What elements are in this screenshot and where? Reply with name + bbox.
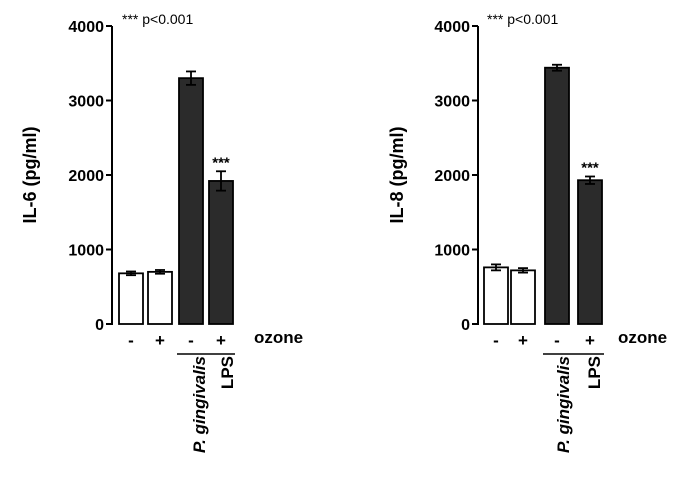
y-tick-label: 4000 <box>434 19 470 36</box>
group-label-lps: LPS <box>585 356 604 389</box>
y-tick-label: 3000 <box>434 94 470 111</box>
x-tick-label: + <box>585 331 595 350</box>
y-axis-label: IL-6 (pg/ml) <box>20 127 40 224</box>
significance-stars: *** <box>212 154 230 171</box>
y-tick-label: 3000 <box>68 94 104 111</box>
group-label-pgingivalis: P. gingivalis <box>554 356 573 453</box>
bar <box>147 270 173 325</box>
y-tick-label: 4000 <box>68 19 104 36</box>
x-tick-label: - <box>554 331 560 350</box>
y-tick-label: 2000 <box>434 168 470 185</box>
error-bar <box>552 63 562 72</box>
error-bar <box>585 175 595 185</box>
il6-panel: 0 1000 2000 3000 4000 IL-6 (pg/ml) *** p<0.001… <box>20 11 303 453</box>
significance-note: *** p<0.001 <box>122 11 193 27</box>
x-tick-label: + <box>518 331 528 350</box>
error-bar <box>126 270 136 277</box>
x-tick-label: - <box>493 331 499 350</box>
il8-panel: 0 1000 2000 3000 4000 IL-8 (pg/ml) *** p<0.001… <box>387 11 667 453</box>
y-tick-label: 1000 <box>434 243 470 260</box>
significance-note: *** p<0.001 <box>487 11 558 27</box>
x-tick-label: - <box>188 331 194 350</box>
y-tick-label: 1000 <box>68 243 104 260</box>
group-label-lps: LPS <box>218 356 237 389</box>
bar <box>118 272 144 325</box>
bar <box>577 179 603 325</box>
ozone-label: ozone <box>618 328 667 347</box>
error-bar <box>518 267 528 274</box>
x-tick-label: - <box>128 331 134 350</box>
error-bar <box>491 263 501 272</box>
ozone-label: ozone <box>254 328 303 347</box>
y-axis-label: IL-8 (pg/ml) <box>387 127 407 224</box>
y-tick-label: 0 <box>95 317 104 334</box>
bar <box>544 66 570 325</box>
group-label-pgingivalis: P. gingivalis <box>190 356 209 453</box>
x-tick-label: + <box>155 331 165 350</box>
bar <box>510 269 536 325</box>
y-tick-label: 0 <box>461 317 470 334</box>
x-tick-label: + <box>216 331 226 350</box>
error-bar <box>186 70 196 86</box>
bar <box>208 180 234 325</box>
significance-stars: *** <box>581 159 599 176</box>
bar <box>178 77 204 325</box>
error-bar <box>155 269 165 275</box>
bar <box>483 266 509 325</box>
error-bar <box>216 170 226 192</box>
y-tick-label: 2000 <box>68 168 104 185</box>
